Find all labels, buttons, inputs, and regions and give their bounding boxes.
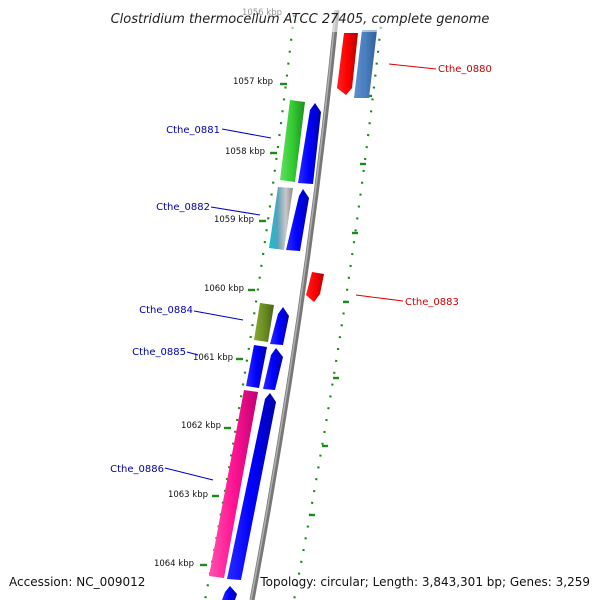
- gene-labels: Cthe_0880 Cthe_0881 Cthe_0882 Cthe_0883 …: [110, 64, 492, 475]
- gene-next-arrow[interactable]: [222, 586, 237, 600]
- gene-cthe-0884-partner[interactable]: [254, 303, 274, 342]
- gene-cthe-0885-partner[interactable]: [246, 345, 267, 388]
- tick-label: 1058 kbp: [225, 147, 265, 157]
- gene-label-cthe-0882[interactable]: Cthe_0882: [156, 202, 210, 213]
- gene-cthe-0886-partner[interactable]: [209, 390, 258, 578]
- gene-cthe-0885-arrow[interactable]: [263, 348, 283, 390]
- gene-label-cthe-0880[interactable]: Cthe_0880: [438, 64, 492, 75]
- gene-cthe-0881-arrow[interactable]: [298, 103, 321, 184]
- gene-cthe-0886-arrow[interactable]: [227, 393, 276, 580]
- gene-cthe-0882-arrow[interactable]: [286, 189, 309, 251]
- gene-label-cthe-0881[interactable]: Cthe_0881: [166, 125, 220, 136]
- gene-cthe-0880-partner[interactable]: [354, 30, 377, 98]
- right-dotted-ruler: [292, 14, 384, 600]
- gene-label-leaders: [164, 63, 437, 481]
- tick-label: 1057 kbp: [233, 77, 273, 87]
- gene-cthe-0884-arrow[interactable]: [270, 307, 289, 345]
- genome-summary-text: Topology: circular; Length: 3,843,301 bp…: [259, 575, 590, 589]
- tick-label: 1059 kbp: [214, 215, 254, 225]
- gene-cthe-0883-arrow[interactable]: [306, 272, 324, 302]
- gene-label-cthe-0886[interactable]: Cthe_0886: [110, 464, 164, 475]
- gene-label-cthe-0883[interactable]: Cthe_0883: [405, 297, 459, 308]
- accession-text: Accession: NC_009012: [9, 575, 145, 589]
- genome-backbone: [249, 9, 340, 600]
- left-ruler-major-ticks: [200, 82, 287, 567]
- tick-label: 1063 kbp: [168, 490, 208, 500]
- tick-label: 1064 kbp: [154, 559, 194, 569]
- tick-label: 1061 kbp: [193, 353, 233, 363]
- tick-label: 1060 kbp: [204, 284, 244, 294]
- gene-cthe-0881-partner[interactable]: [280, 100, 305, 182]
- kbp-tick-labels: 1056 kbp 1057 kbp 1058 kbp 1059 kbp 1060…: [154, 8, 282, 569]
- gene-label-cthe-0884[interactable]: Cthe_0884: [139, 305, 193, 316]
- tick-label: 1056 kbp: [242, 8, 282, 18]
- gene-label-cthe-0885[interactable]: Cthe_0885: [132, 347, 186, 358]
- gene-cthe-0882-partner[interactable]: [269, 187, 293, 250]
- gene-cthe-0880-arrow[interactable]: [337, 33, 358, 95]
- tick-label: 1062 kbp: [181, 421, 221, 431]
- page-title: Clostridium thermocellum ATCC 27405, com…: [111, 12, 490, 27]
